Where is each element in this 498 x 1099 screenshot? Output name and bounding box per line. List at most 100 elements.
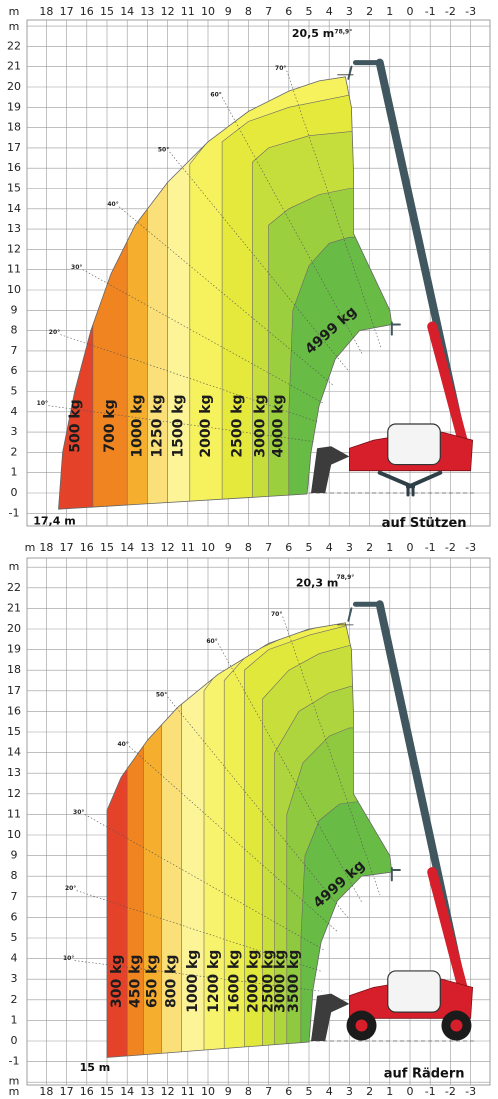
x-axis-label: 5 — [306, 1085, 313, 1098]
angle-label: 50° — [158, 146, 169, 153]
angle-line — [169, 151, 349, 371]
panel-title: auf Rädern — [384, 1066, 465, 1081]
angle-line — [221, 96, 364, 356]
front-attachment — [311, 446, 350, 493]
angle-label: 40° — [107, 201, 118, 208]
zone-label: 3000 kg — [273, 950, 289, 1013]
wheel-hub — [355, 1019, 368, 1032]
x-axis-label: 14 — [120, 541, 134, 554]
x-axis-label: 1 — [386, 5, 393, 18]
y-axis-label: 21 — [7, 60, 21, 73]
x-axis-label: -3 — [465, 1085, 476, 1098]
x-axis-label: 18 — [39, 5, 53, 18]
y-axis-label: 17 — [7, 141, 21, 154]
envelope-outline — [106, 622, 393, 1058]
y-axis-label: 9 — [11, 303, 18, 316]
x-axis-label: 10 — [201, 1085, 215, 1098]
angle-line — [76, 890, 323, 972]
x-axis-label: 7 — [265, 5, 272, 18]
telehandler — [311, 58, 474, 497]
y-axis-label: -1 — [9, 1055, 20, 1068]
zone-label: 500 kg — [68, 399, 84, 452]
y-axis-label: 6 — [11, 364, 18, 377]
boom-part — [347, 607, 353, 622]
y-axis-label: 18 — [7, 121, 21, 134]
angle-line — [282, 616, 381, 896]
y-axis-label: 8 — [11, 324, 18, 337]
angle-label: 10° — [63, 955, 74, 962]
y-axis-label: 1 — [11, 1013, 18, 1026]
y-axis-label: 10 — [7, 283, 21, 296]
boom-part — [405, 470, 443, 489]
max-reach-label: 17,4 m — [33, 514, 75, 527]
x-axis-label: 0 — [407, 1085, 414, 1098]
x-axis-label: m — [25, 541, 36, 554]
y-axis-label: 20 — [7, 80, 21, 93]
x-axis-label: 0 — [407, 5, 414, 18]
wheel-hub — [450, 1019, 463, 1032]
y-axis-label: m — [9, 1075, 20, 1088]
cab — [387, 970, 441, 1013]
x-axis-label: 13 — [140, 541, 154, 554]
x-axis-label: 5 — [306, 5, 313, 18]
load-chart-panel: 10° 20° 30° 40° 50° 60° 70° 500 kg 700 kg 1000 kg… — [7, 19, 491, 531]
zone-label: 1000 kg — [185, 950, 201, 1013]
x-axis-label: 2 — [366, 541, 373, 554]
x-axis-label: 17 — [60, 5, 74, 18]
y-axis-label: 9 — [11, 849, 18, 862]
x-axis-label: 6 — [285, 5, 292, 18]
x-axis-label: 18 — [39, 541, 53, 554]
panel-title: auf Stützen — [382, 516, 467, 531]
y-axis-label: 12 — [7, 242, 21, 255]
front-attachment — [311, 993, 350, 1041]
max-reach-label: 15 m — [80, 1061, 111, 1074]
x-axis-label: 14 — [120, 1085, 134, 1098]
y-axis-label: 12 — [7, 787, 21, 800]
zone-label: 700 kg — [102, 399, 118, 452]
x-axis-label: 12 — [161, 5, 175, 18]
angle-line — [48, 405, 315, 442]
x-axis-label: 13 — [140, 5, 154, 18]
y-axis-label: m — [9, 560, 20, 573]
x-axis-label: -3 — [465, 541, 476, 554]
y-axis-label: 14 — [7, 202, 21, 215]
y-axis-label: 16 — [7, 161, 21, 174]
y-axis-label: 15 — [7, 182, 21, 195]
angle-label: 70° — [275, 65, 286, 72]
y-axis-label: 22 — [7, 39, 21, 52]
x-axis-label: 3 — [346, 5, 353, 18]
y-axis-label: 8 — [11, 869, 18, 882]
x-axis-label: -1 — [425, 541, 436, 554]
angle-label: 50° — [156, 691, 167, 698]
angle-label: 70° — [271, 611, 282, 618]
y-axis-label: 14 — [7, 746, 21, 759]
zone-label: 1000 kg — [129, 394, 145, 457]
x-axis-label: 7 — [265, 1085, 272, 1098]
y-axis-label: 0 — [11, 1034, 18, 1047]
load-chart-panel: 10°20°30°40°50°60°70°300 kg 450 kg 650 kg 8… — [7, 557, 491, 1088]
y-axis-label: 5 — [11, 931, 18, 944]
y-axis-label: -1 — [9, 506, 20, 519]
x-axis-label: 7 — [265, 541, 272, 554]
x-axis-label: 2 — [366, 5, 373, 18]
y-axis-label: 3 — [11, 972, 18, 985]
max-angle-label: 78,9° — [334, 29, 352, 36]
x-axis-label: -3 — [465, 5, 476, 18]
zone-label: 450 kg — [127, 955, 143, 1008]
x-axis-label: 4 — [326, 5, 333, 18]
x-axis-label: 14 — [120, 5, 134, 18]
x-axis-label: 17 — [60, 1085, 74, 1098]
x-axis-label: -1 — [425, 1085, 436, 1098]
zone-label: 3000 kg — [253, 394, 269, 457]
x-axis-label: 6 — [285, 541, 292, 554]
x-axis-label: -1 — [425, 5, 436, 18]
zone-label: 2500 kg — [229, 394, 245, 457]
max-height-label: 20,5 m — [292, 27, 334, 40]
y-axis-label: 7 — [11, 344, 18, 357]
y-axis-label: 20 — [7, 622, 21, 635]
x-axis-label: 1 — [386, 1085, 393, 1098]
x-axis-label: 12 — [161, 1085, 175, 1098]
y-axis-label: 3 — [11, 425, 18, 438]
zone-label: 2000 kg — [245, 950, 261, 1013]
y-axis-label: 4 — [11, 952, 18, 965]
